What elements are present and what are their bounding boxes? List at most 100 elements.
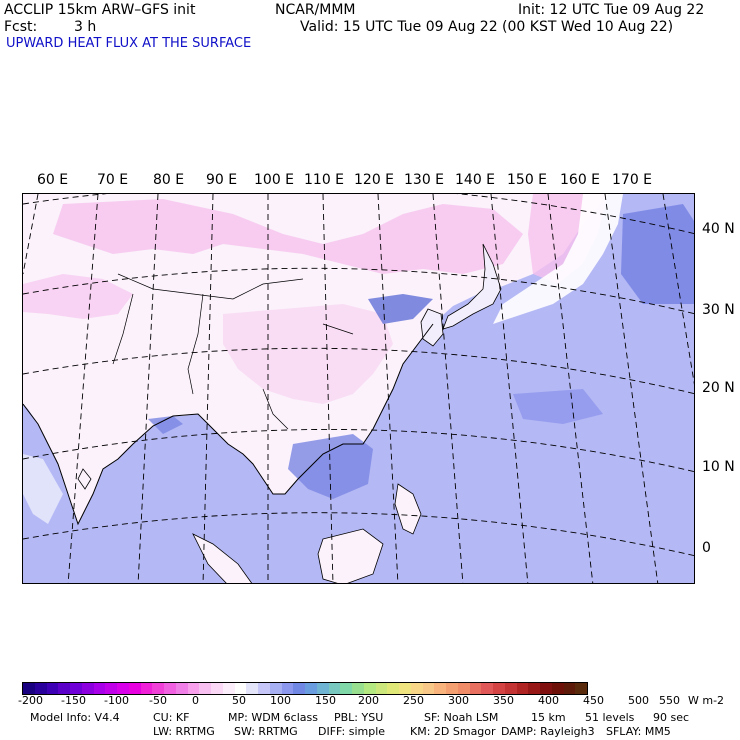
fcst-label: Fcst: (4, 19, 38, 35)
lat-label: 10 N (702, 459, 735, 475)
graticule (23, 194, 694, 583)
colorbar-cell (93, 683, 106, 694)
colorbar-cell (352, 683, 364, 694)
colorbar-cell (70, 683, 82, 694)
footer-sw: SW: RRTMG (234, 725, 298, 738)
colorbar-cell (293, 683, 305, 694)
colorbar-cell (175, 683, 188, 694)
colorbar-cell (422, 683, 435, 694)
pink-region-china (223, 304, 393, 404)
footer-resolution: 15 km (531, 711, 566, 724)
colorbar-cell (58, 683, 70, 694)
colorbar-cell (46, 683, 59, 694)
colorbar-cell (105, 683, 117, 694)
lat-label: 40 N (702, 221, 735, 237)
colorbar-tick-label: -150 (61, 694, 86, 707)
lon-label: 160 E (560, 172, 601, 188)
field-title: UPWARD HEAT FLUX AT THE SURFACE (6, 36, 252, 51)
colorbar-cell (269, 683, 282, 694)
colorbar-cell (387, 683, 399, 694)
white-region-arabian (23, 454, 63, 524)
sri-lanka (77, 468, 92, 490)
colorbar-cell (540, 683, 552, 694)
lat-label: 20 N (702, 380, 735, 396)
colorbar-cell (434, 683, 446, 694)
colorbar-tick-label: 150 (315, 694, 336, 707)
colorbar-cell (81, 683, 94, 694)
lon-label: 60 E (37, 172, 69, 188)
white-region-pacific (493, 194, 623, 324)
colorbar-cell (575, 683, 587, 694)
model-title: ACCLIP 15km ARW–GFS init (4, 2, 196, 18)
ocean-patch-bay (148, 416, 183, 434)
lon-label: 80 E (153, 172, 185, 188)
colorbar-tick-label: 50 (232, 694, 246, 707)
init-time: Init: 12 UTC Tue 09 Aug 22 (518, 2, 705, 18)
footer-model-info: Model Info: V4.4 (30, 711, 120, 724)
coastline (23, 323, 434, 526)
colorbar-cell (481, 683, 493, 694)
colorbar-cell (469, 683, 482, 694)
colorbar-tick-label: 400 (538, 694, 559, 707)
footer-diff: DIFF: simple (318, 725, 386, 738)
lon-label: 120 E (354, 172, 395, 188)
footer-levels: 51 levels (585, 711, 635, 724)
lon-label: 140 E (455, 172, 496, 188)
colorbar-cell (410, 683, 423, 694)
fcst-value: 3 h (74, 19, 97, 35)
colorbar-cell (34, 683, 47, 694)
colorbar-cell (305, 683, 317, 694)
footer-sf: SF: Noah LSM (424, 711, 499, 724)
colorbar-cell (211, 683, 223, 694)
footer-lw: LW: RRTMG (153, 725, 215, 738)
footer-damp: DAMP: Rayleigh3 (501, 725, 595, 738)
colorbar-cell (164, 683, 176, 694)
footer-km: KM: 2D Smagor (410, 725, 496, 738)
colorbar-cell (399, 683, 411, 694)
colorbar-cell (222, 683, 235, 694)
colorbar-cell (363, 683, 376, 694)
colorbar-cell (375, 683, 388, 694)
colorbar-cell (258, 683, 270, 694)
colorbar-cell (563, 683, 576, 694)
philippines (394, 483, 422, 535)
colorbar-cell (281, 683, 294, 694)
colorbar-tick-label: 500 (628, 694, 649, 707)
ocean-patch-east (621, 204, 694, 304)
lat-label: 30 N (702, 302, 735, 318)
borneo (317, 528, 384, 583)
pink-region-north (53, 199, 523, 274)
footer-mp: MP: WDM 6class (228, 711, 318, 724)
colorbar-tick-label: -50 (149, 694, 167, 707)
colorbar-cell (316, 683, 329, 694)
colorbar-cell (457, 683, 470, 694)
colorbar (22, 682, 588, 695)
colorbar-tick-label: 550 (659, 694, 680, 707)
colorbar-cell (551, 683, 564, 694)
colorbar-cell (187, 683, 200, 694)
lon-label: 130 E (404, 172, 445, 188)
colorbar-tick-label: 100 (270, 694, 291, 707)
map-canvas (23, 194, 694, 583)
colorbar-tick-label: 350 (493, 694, 514, 707)
lon-label: 170 E (612, 172, 653, 188)
colorbar-tick-label: 0 (192, 694, 199, 707)
ocean-patch-pacific (513, 389, 603, 424)
valid-time: Valid: 15 UTC Tue 09 Aug 22 (00 KST Wed … (300, 19, 674, 35)
map-panel (22, 193, 695, 584)
colorbar-cell (504, 683, 517, 694)
colorbar-cell (117, 683, 129, 694)
colorbar-units: W m-2 (688, 694, 725, 707)
colorbar-cell (528, 683, 540, 694)
colorbar-cell (446, 683, 458, 694)
colorbar-cell (493, 683, 505, 694)
lat-label: 0 (702, 540, 711, 556)
colorbar-tick-label: -200 (18, 694, 43, 707)
colorbar-cell (128, 683, 141, 694)
footer-cu: CU: KF (153, 711, 190, 724)
ocean-patch-scs (288, 434, 373, 499)
lon-label: 90 E (206, 172, 238, 188)
colorbar-tick-label: 200 (358, 694, 379, 707)
footer-pbl: PBL: YSU (334, 711, 384, 724)
colorbar-cell (140, 683, 153, 694)
